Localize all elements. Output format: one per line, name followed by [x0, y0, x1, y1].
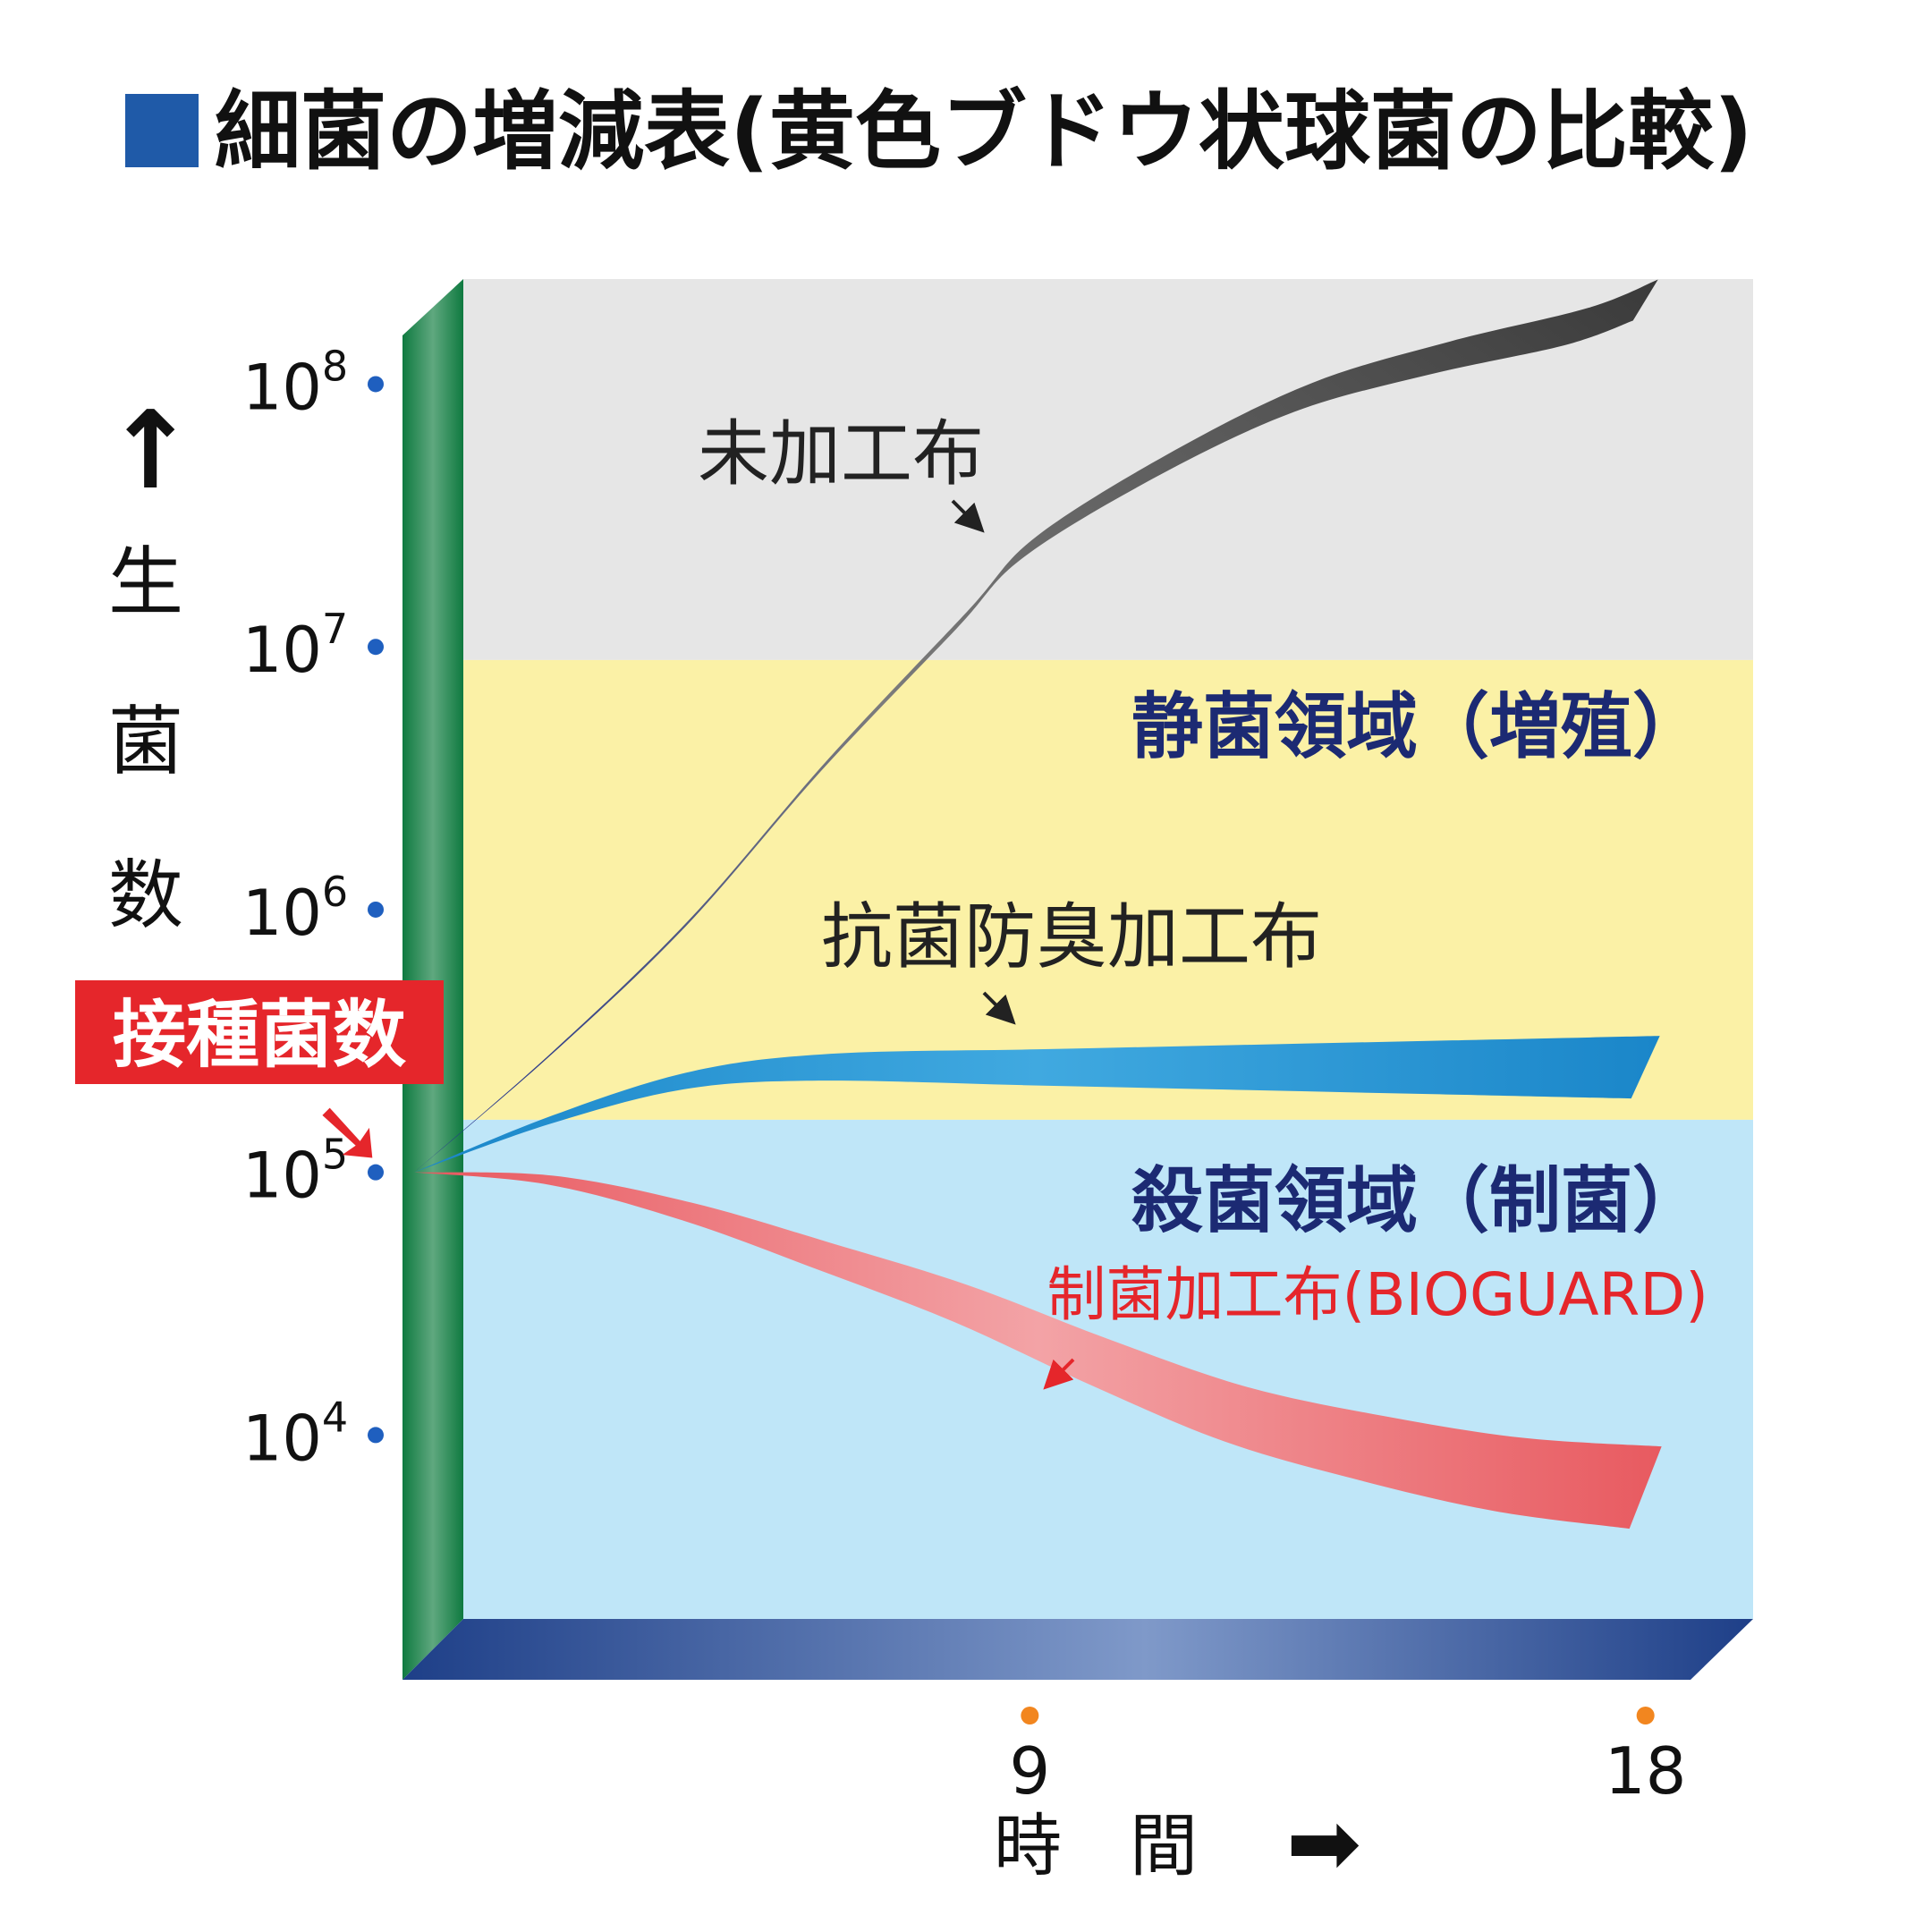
inoculum-pointer-icon: ➘: [311, 1080, 386, 1184]
y-tick-dot: [368, 639, 384, 656]
y-axis-label-char-3: 数: [108, 852, 183, 939]
x-tick-label-18: 18: [1605, 1733, 1687, 1809]
y-tick-dot: [368, 376, 384, 393]
region-kill-label: 殺菌領域（制菌）: [1131, 1159, 1704, 1242]
inoculum-label: 接種菌数: [113, 993, 406, 1078]
y-axis-ticks: 108 107 106 105 104: [242, 342, 384, 1475]
x-axis-label: 時 間: [994, 1806, 1198, 1885]
y-tick-label-6: 106: [242, 868, 348, 950]
inoculum-badge: [75, 980, 444, 1084]
series-label-bioguard: 制菌加工布(BIOGUARD): [1047, 1260, 1708, 1329]
chart-wall: [402, 279, 463, 1680]
y-tick-dot: [368, 1164, 384, 1181]
x-tick-label-9: 9: [1009, 1733, 1050, 1809]
x-axis-arrow-icon: ➡: [1286, 1791, 1361, 1895]
series-ribbon-bioguard: [414, 1172, 1662, 1530]
series-ribbon-antibacterial: [414, 1036, 1660, 1173]
y-tick-label-4: 104: [242, 1393, 348, 1475]
chart-floor: [402, 1619, 1753, 1680]
series-pointer-untreated: [951, 499, 985, 533]
y-tick-label-8: 108: [242, 342, 348, 424]
y-tick-dot: [368, 1427, 384, 1444]
title-marker-icon: [125, 94, 199, 167]
x-tick-dot: [1636, 1707, 1655, 1724]
y-axis-label-char-1: 生: [108, 538, 183, 626]
series-label-untreated: 未加工布: [698, 412, 984, 496]
chart-title: 細菌の増減表(黄色ブドウ状球菌の比較): [215, 81, 1753, 182]
y-tick-label-7: 107: [242, 605, 348, 687]
y-tick-label-5: 105: [242, 1131, 348, 1213]
y-tick-dot: [368, 901, 384, 918]
series-pointer-antibacterial: [982, 991, 1016, 1025]
series-label-antibacterial: 抗菌防臭加工布: [821, 895, 1322, 979]
series-pointer-bioguard: [1043, 1358, 1075, 1390]
region-static-label: 静菌領域（増殖）: [1131, 685, 1704, 768]
x-tick-dot: [1021, 1707, 1039, 1724]
x-axis-ticks: 9 18: [1009, 1707, 1686, 1809]
y-axis-label-char-2: 菌: [108, 698, 183, 785]
y-axis-arrow-icon: ↑: [106, 389, 196, 513]
